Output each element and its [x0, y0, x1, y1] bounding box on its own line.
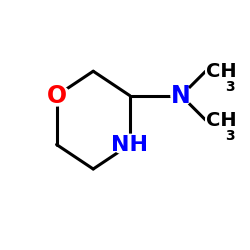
Text: CH: CH [206, 110, 236, 130]
Text: N: N [171, 84, 191, 108]
Circle shape [206, 58, 233, 85]
Text: 3: 3 [225, 129, 235, 143]
Ellipse shape [43, 86, 70, 106]
Text: 3: 3 [225, 80, 235, 94]
Ellipse shape [171, 86, 192, 106]
Text: NH: NH [112, 134, 148, 154]
Ellipse shape [112, 134, 148, 155]
Circle shape [206, 107, 233, 134]
Text: O: O [46, 84, 66, 108]
Text: CH: CH [206, 62, 236, 81]
